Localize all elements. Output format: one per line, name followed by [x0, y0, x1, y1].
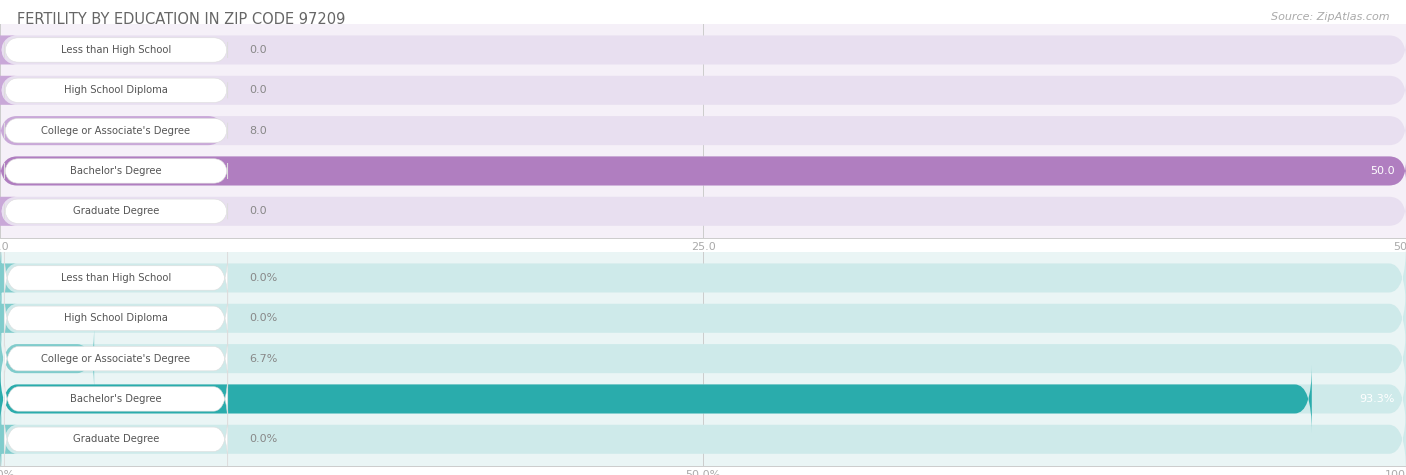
- Text: Bachelor's Degree: Bachelor's Degree: [70, 394, 162, 404]
- FancyBboxPatch shape: [0, 197, 1406, 226]
- FancyBboxPatch shape: [0, 76, 1406, 105]
- FancyBboxPatch shape: [4, 118, 228, 143]
- Text: Source: ZipAtlas.com: Source: ZipAtlas.com: [1271, 12, 1389, 22]
- Text: FERTILITY BY EDUCATION IN ZIP CODE 97209: FERTILITY BY EDUCATION IN ZIP CODE 97209: [17, 12, 346, 27]
- FancyBboxPatch shape: [0, 116, 225, 145]
- FancyBboxPatch shape: [4, 331, 228, 387]
- Text: Graduate Degree: Graduate Degree: [73, 206, 159, 216]
- Text: High School Diploma: High School Diploma: [65, 314, 167, 323]
- FancyBboxPatch shape: [0, 405, 1406, 473]
- FancyBboxPatch shape: [4, 290, 228, 346]
- Text: Graduate Degree: Graduate Degree: [73, 434, 159, 444]
- FancyBboxPatch shape: [0, 285, 17, 352]
- Text: Bachelor's Degree: Bachelor's Degree: [70, 166, 162, 176]
- FancyBboxPatch shape: [4, 199, 228, 223]
- Text: 0.0%: 0.0%: [249, 434, 277, 444]
- FancyBboxPatch shape: [0, 197, 17, 226]
- FancyBboxPatch shape: [4, 250, 228, 306]
- FancyBboxPatch shape: [0, 285, 1406, 352]
- Text: Less than High School: Less than High School: [60, 45, 172, 55]
- FancyBboxPatch shape: [0, 405, 17, 473]
- FancyBboxPatch shape: [0, 325, 94, 392]
- FancyBboxPatch shape: [4, 371, 228, 427]
- FancyBboxPatch shape: [0, 244, 1406, 312]
- FancyBboxPatch shape: [0, 36, 1406, 65]
- Text: 0.0%: 0.0%: [249, 314, 277, 323]
- Text: 93.3%: 93.3%: [1360, 394, 1395, 404]
- FancyBboxPatch shape: [4, 411, 228, 467]
- Text: 6.7%: 6.7%: [249, 353, 277, 364]
- Text: 50.0: 50.0: [1369, 166, 1395, 176]
- FancyBboxPatch shape: [0, 36, 17, 65]
- Text: 0.0%: 0.0%: [249, 273, 277, 283]
- FancyBboxPatch shape: [4, 78, 228, 103]
- FancyBboxPatch shape: [4, 159, 228, 183]
- Text: College or Associate's Degree: College or Associate's Degree: [41, 125, 191, 136]
- Text: 8.0: 8.0: [249, 125, 267, 136]
- FancyBboxPatch shape: [0, 244, 17, 312]
- FancyBboxPatch shape: [0, 76, 17, 105]
- Text: College or Associate's Degree: College or Associate's Degree: [41, 353, 191, 364]
- Text: 0.0: 0.0: [249, 45, 267, 55]
- FancyBboxPatch shape: [0, 116, 1406, 145]
- Text: 0.0: 0.0: [249, 86, 267, 95]
- Text: Less than High School: Less than High School: [60, 273, 172, 283]
- FancyBboxPatch shape: [0, 156, 1406, 185]
- Text: High School Diploma: High School Diploma: [65, 86, 167, 95]
- FancyBboxPatch shape: [0, 325, 1406, 392]
- FancyBboxPatch shape: [0, 156, 1406, 185]
- Text: 0.0: 0.0: [249, 206, 267, 216]
- FancyBboxPatch shape: [0, 365, 1312, 433]
- FancyBboxPatch shape: [0, 365, 1406, 433]
- FancyBboxPatch shape: [4, 38, 228, 62]
